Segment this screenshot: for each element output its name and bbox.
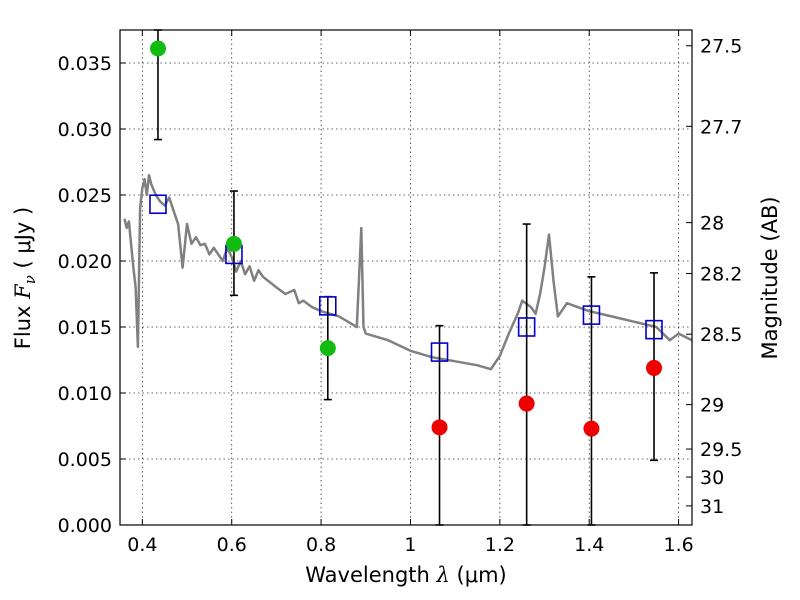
y2-tick-label: 27.5 <box>700 36 742 58</box>
model-spectrum <box>123 173 693 371</box>
observed-flux-point <box>646 359 663 376</box>
model-flux-square <box>517 317 536 337</box>
x-axis-title: Wavelength λ (μm) <box>305 563 506 587</box>
y2-tick-label: 28.2 <box>700 263 742 285</box>
observed-flux-point <box>518 395 535 412</box>
x-tick-label: 0.4 <box>127 534 157 556</box>
y-tick-label: 0.010 <box>58 383 112 405</box>
y-tick-label: 0.020 <box>58 251 112 273</box>
y2-tick-label: 31 <box>700 496 724 518</box>
y-tick-label: 0.000 <box>58 515 112 537</box>
model-flux-square <box>430 342 449 362</box>
observed-flux-point <box>319 340 336 357</box>
y-tick-label: 0.035 <box>58 53 112 75</box>
y-tick-label: 0.025 <box>58 185 112 207</box>
plot-frame <box>119 29 693 526</box>
y-tick-label: 0.005 <box>58 449 112 471</box>
model-flux-square <box>645 319 663 340</box>
x-tick-label: 0.6 <box>217 534 247 556</box>
observed-flux-point <box>583 420 600 437</box>
y2-tick-label: 30 <box>700 467 724 489</box>
y-axis-title: Flux Fν ( μJy ) <box>11 207 39 349</box>
x-tick-label: 1.4 <box>574 534 604 556</box>
error-bars <box>153 29 659 526</box>
y2-tick-label: 28 <box>700 213 724 235</box>
model-flux-square <box>318 296 337 316</box>
x-tick-label: 1 <box>404 534 416 556</box>
x-tick-label: 0.8 <box>306 534 336 556</box>
y-tick-label: 0.030 <box>58 119 112 141</box>
y2-tick-label: 27.7 <box>700 116 742 138</box>
data-points <box>149 40 663 437</box>
model-flux-square <box>149 194 167 215</box>
x-tick-label: 1.2 <box>485 534 515 556</box>
y-tick-label: 0.015 <box>58 317 112 339</box>
observed-flux-point <box>431 419 448 436</box>
y2-axis-title: Magnitude (AB) <box>758 196 782 359</box>
axis-ticks: 0.4 0.6 0.8 1 1.2 1.4 1.6 0.000 0.005 0.010 0.015 0… <box>58 30 742 556</box>
spectrum-line <box>123 173 693 371</box>
y2-tick-label: 29 <box>700 395 724 417</box>
y2-tick-label: 28.5 <box>700 324 742 346</box>
x-tick-label: 1.6 <box>663 534 693 556</box>
y2-tick-label: 29.5 <box>700 439 742 461</box>
model-flux-square <box>582 305 601 325</box>
observed-flux-point <box>149 40 166 57</box>
grid <box>120 30 692 526</box>
observed-flux-point <box>225 235 242 252</box>
